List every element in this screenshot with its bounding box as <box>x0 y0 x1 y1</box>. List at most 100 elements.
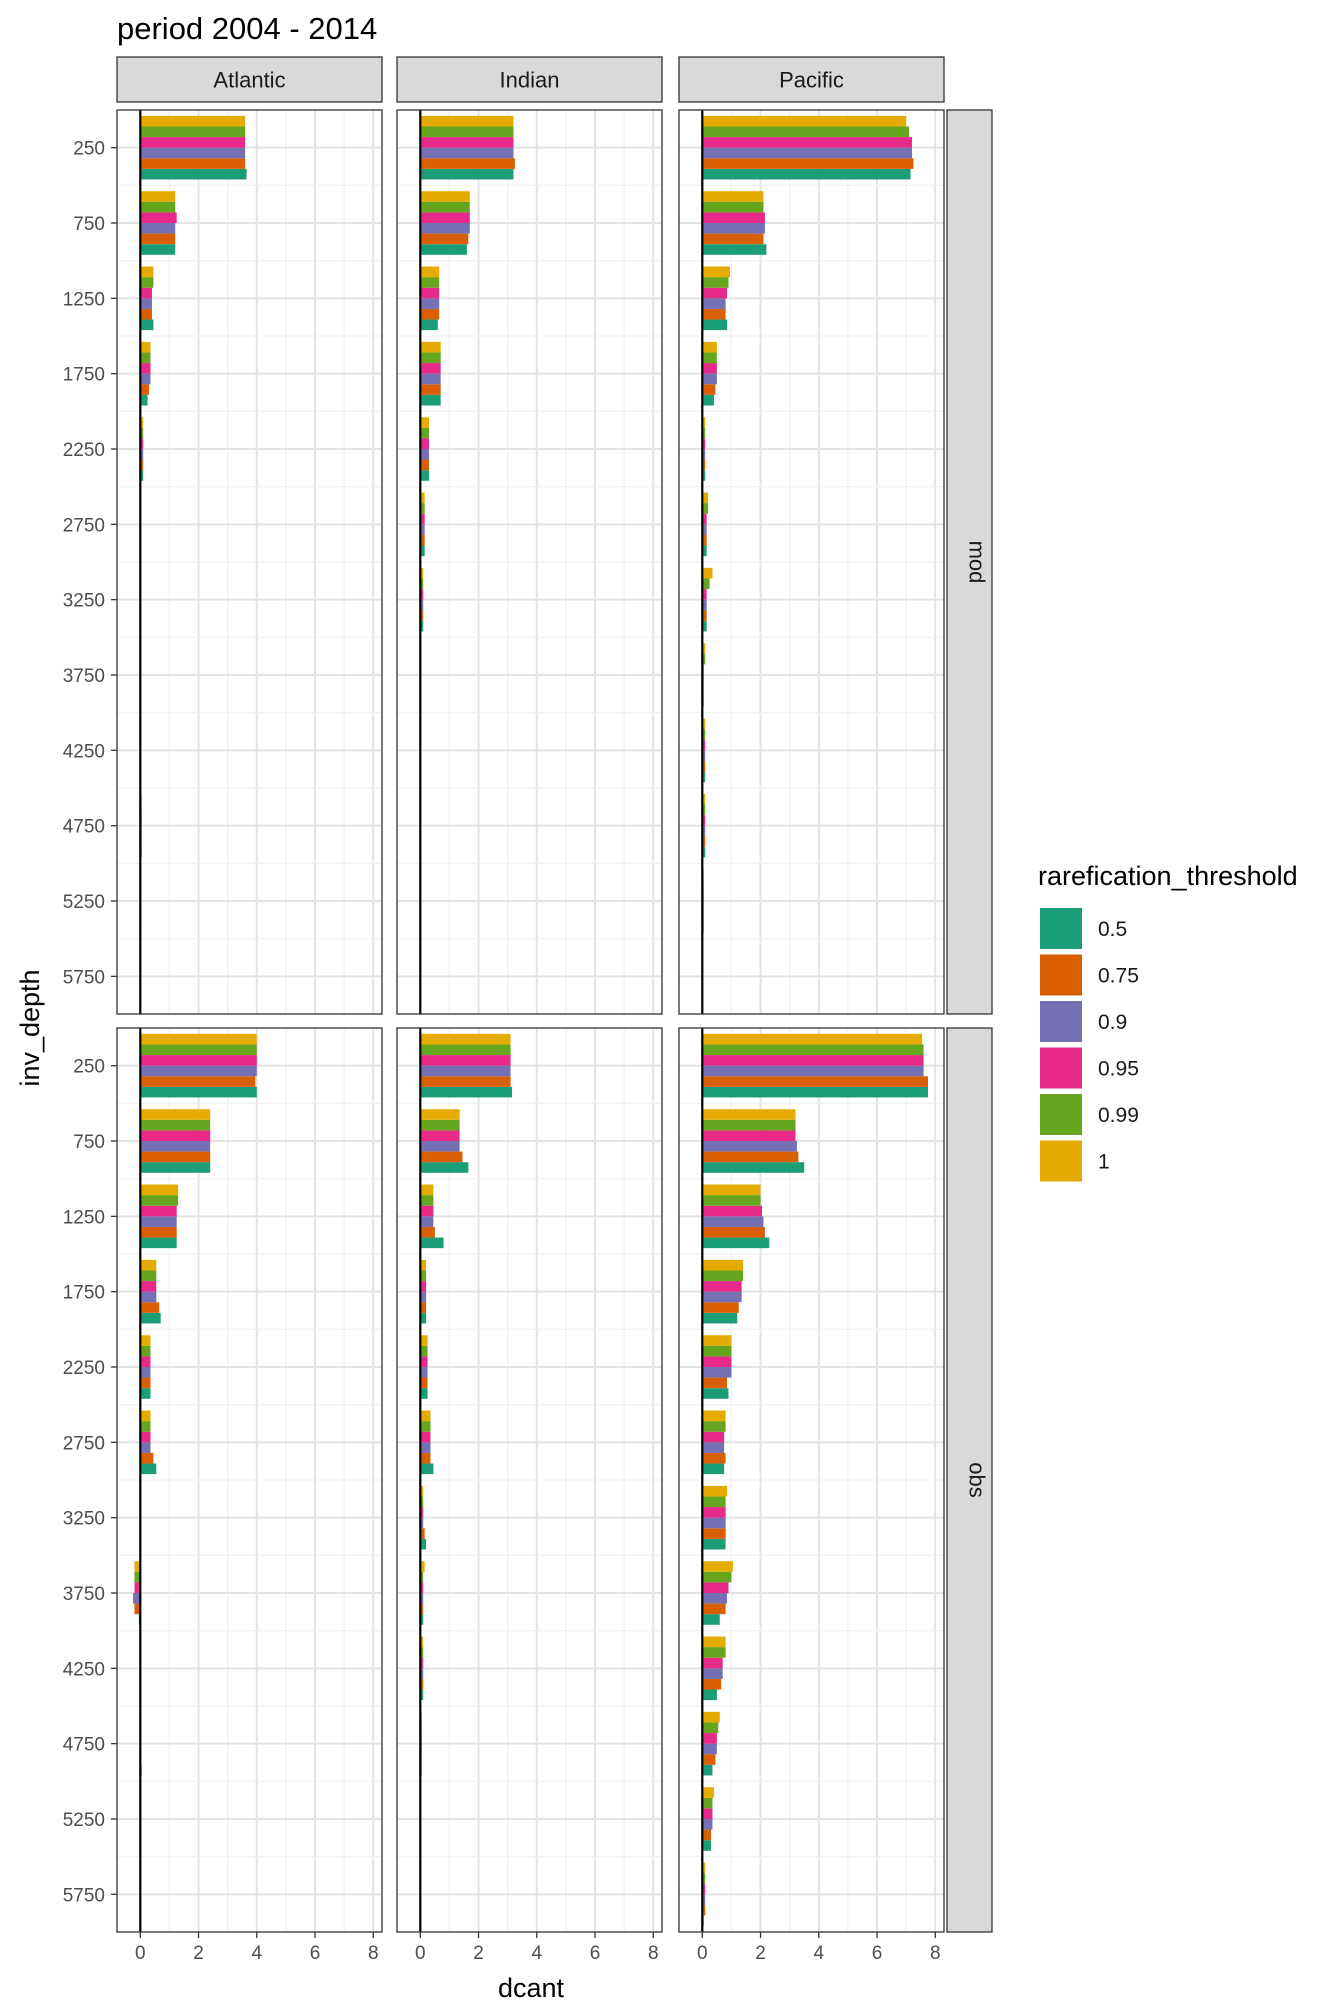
bar <box>140 126 246 138</box>
bar <box>420 1367 428 1378</box>
bar <box>702 459 706 471</box>
bar <box>140 1044 257 1056</box>
bar <box>420 287 440 299</box>
bar <box>140 394 148 406</box>
bar <box>420 492 425 504</box>
y-tick-label: 4250 <box>63 1659 105 1680</box>
bar <box>140 417 144 428</box>
y-tick-label: 4750 <box>63 817 105 838</box>
bar <box>140 1452 154 1464</box>
bar <box>420 589 424 600</box>
bar <box>702 1561 733 1572</box>
facet-label-obs: obs <box>965 1462 990 1497</box>
bar <box>420 503 425 514</box>
x-tick-label: 4 <box>813 1943 824 1964</box>
panel-border <box>396 109 663 1015</box>
bar <box>702 394 714 406</box>
bar <box>702 1485 728 1497</box>
bar <box>140 137 246 148</box>
bar <box>420 1141 460 1152</box>
y-tick-label: 5750 <box>63 1885 105 1906</box>
bar <box>702 1733 717 1744</box>
bar <box>702 620 707 632</box>
bar <box>702 470 706 481</box>
bar <box>420 308 440 320</box>
bar <box>702 1205 762 1217</box>
bar <box>702 212 765 223</box>
bar <box>140 1335 151 1346</box>
bar <box>140 1076 256 1087</box>
bar <box>420 1507 424 1518</box>
bar <box>140 341 151 353</box>
bar <box>420 233 469 245</box>
bar <box>140 1109 211 1120</box>
bar <box>134 1561 141 1572</box>
bar <box>140 1055 257 1066</box>
y-tick-label: 4250 <box>63 741 105 762</box>
x-tick-label: 6 <box>590 1943 601 1964</box>
bar <box>420 1582 424 1593</box>
bar <box>702 1281 742 1292</box>
bar <box>420 352 441 364</box>
bar <box>140 1151 211 1163</box>
bar <box>420 1421 431 1432</box>
bar <box>702 1065 924 1077</box>
bar <box>702 1184 761 1196</box>
legend: rarefication_threshold 0.5 0.75 0.9 0.95 0.9… <box>1038 861 1298 1182</box>
bar <box>420 1657 424 1669</box>
bar <box>420 1647 424 1658</box>
panel-border <box>678 109 945 1015</box>
bar <box>420 459 430 471</box>
bar <box>420 1678 424 1690</box>
bar <box>420 545 425 557</box>
panel-border <box>116 1027 383 1933</box>
bar <box>702 1614 720 1625</box>
bar <box>702 1582 729 1593</box>
bar <box>702 1119 796 1131</box>
bar <box>420 1055 511 1066</box>
bar <box>140 1345 151 1357</box>
bar <box>420 599 424 611</box>
bar <box>702 1226 765 1238</box>
bar <box>702 1754 716 1765</box>
bar <box>702 1787 714 1798</box>
bar <box>420 1281 427 1292</box>
bar <box>140 384 150 395</box>
y-axis-title: inv_depth <box>15 969 45 1086</box>
facet-label-indian: Indian <box>500 68 560 93</box>
bar <box>140 1119 211 1131</box>
bar <box>134 1571 141 1583</box>
bar <box>140 319 154 331</box>
bar <box>702 158 914 169</box>
bar <box>702 1894 706 1905</box>
bar <box>702 137 912 148</box>
y-tick-label: 4750 <box>63 1735 105 1756</box>
bar <box>140 1184 179 1196</box>
bar <box>702 1689 717 1701</box>
bar <box>702 287 728 299</box>
legend-label-0.95: 0.95 <box>1098 1058 1139 1081</box>
bar <box>140 1377 151 1389</box>
y-tick-label: 2750 <box>63 1433 105 1454</box>
y-tick-label: 1750 <box>63 1283 105 1304</box>
bar <box>140 1302 160 1313</box>
bar <box>702 1808 713 1819</box>
bar <box>702 578 710 590</box>
legend-label-0.75: 0.75 <box>1098 965 1139 988</box>
bar <box>420 147 514 159</box>
bar <box>140 1367 151 1378</box>
x-tick-label: 8 <box>930 1943 941 1964</box>
bar <box>702 1216 764 1227</box>
bar <box>420 1517 424 1529</box>
bar <box>140 427 144 439</box>
bar <box>702 545 707 557</box>
bar <box>702 1743 717 1755</box>
bar <box>140 277 154 288</box>
bar <box>702 1130 796 1141</box>
bar <box>702 352 717 364</box>
bar <box>702 1141 797 1152</box>
panel-mod-pacific <box>678 109 945 1015</box>
bar <box>702 1367 732 1378</box>
bar <box>420 223 470 234</box>
bar <box>420 578 424 590</box>
